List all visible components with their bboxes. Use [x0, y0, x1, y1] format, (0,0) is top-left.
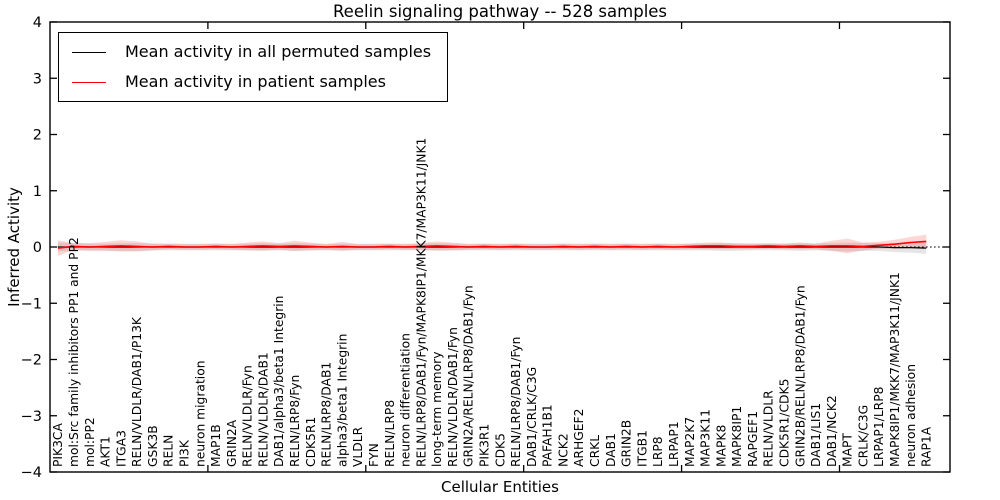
x-tick-label: neuron differentiation	[399, 333, 413, 467]
x-tick-label: PIK3R1	[478, 424, 492, 467]
x-tick-label: NCK2	[557, 433, 571, 467]
x-tick-label: RELN/LRP8/DAB1/Fyn	[509, 337, 523, 467]
x-tick-label: CDK5R1	[304, 417, 318, 467]
x-tick-label: long-term memory	[430, 352, 444, 467]
patient-mean-line	[57, 240, 927, 249]
y-tick-label: −2	[21, 353, 42, 369]
x-tick-label: RELN/VLDLR/DAB1/Fyn	[446, 327, 460, 467]
y-tick-label: −3	[21, 409, 42, 425]
x-tick-label: DAB1	[604, 433, 618, 467]
legend-label-patient: Mean activity in patient samples	[125, 72, 386, 91]
x-tick-label: RELN/VLDLR/DAB1	[257, 352, 271, 467]
x-axis-label: Cellular Entities	[441, 478, 559, 496]
y-tick-label: 1	[33, 184, 42, 200]
legend-label-permuted: Mean activity in all permuted samples	[125, 42, 432, 61]
y-tick-label: 4	[33, 15, 42, 31]
x-tick-label: MAPT	[841, 433, 855, 467]
x-tick-label: GRIN2A/RELN/LRP8/DAB1/Fyn	[462, 285, 476, 467]
x-tick-label: mol:PP2	[83, 417, 97, 467]
x-tick-label: CDK5	[493, 433, 507, 467]
x-tick-label: RAP1A	[920, 426, 934, 467]
x-tick-label: PAFAH1B1	[541, 404, 555, 467]
x-tick-label: ITGA3	[114, 430, 128, 467]
x-tick-label: MAP3K11	[699, 409, 713, 467]
x-tick-label: MAPK8IP1/MKK7/MAP3K11/JNK1	[888, 272, 902, 467]
x-tick-label: RELN/VLDLR	[762, 390, 776, 467]
y-axis-label: Inferred Activity	[5, 187, 23, 307]
x-tick-label: VLDLR	[351, 426, 365, 467]
x-tick-label: RELN/LRP8/DAB1	[320, 362, 334, 467]
y-tick-label: 0	[33, 240, 42, 256]
y-tick-label: 2	[33, 128, 42, 144]
x-tick-label: FYN	[367, 443, 381, 467]
x-tick-label: PI3K	[178, 439, 192, 467]
x-tick-label: mol:Src family inhibitors PP1 and PP2	[67, 237, 81, 467]
chart-title: Reelin signaling pathway -- 528 samples	[332, 2, 668, 21]
x-tick-label: CRLK/C3G	[857, 405, 871, 467]
x-tick-label: LRPAP1/LRP8	[872, 387, 886, 467]
x-tick-label: ITGB1	[635, 430, 649, 467]
x-tick-label: DAB1/CRLK/C3G	[525, 367, 539, 467]
x-tick-label: MAPK8IP1	[730, 406, 744, 467]
x-tick-label: RELN	[162, 435, 176, 467]
x-tick-label: AKT1	[99, 436, 113, 467]
x-tick-label: CRKL	[588, 435, 602, 467]
x-tick-label: MAPK8	[714, 425, 728, 467]
x-tick-label: GRIN2B/RELN/LRP8/DAB1/Fyn	[793, 285, 807, 467]
x-tick-label: RELN/LRP8	[383, 400, 397, 467]
x-tick-label: GRIN2B	[620, 420, 634, 467]
x-tick-label: RELN/LRP8/Fyn	[288, 375, 302, 467]
y-tick-label: −1	[21, 296, 42, 312]
x-tick-label: DAB1/alpha3/beta1 Integrin	[272, 296, 286, 467]
legend-item-permuted: Mean activity in all permuted samples	[72, 42, 431, 62]
x-tick-label: GRIN2A	[225, 419, 239, 467]
x-tick-label: DAB1/LIS1	[809, 403, 823, 467]
y-tick-label: −4	[21, 465, 42, 481]
x-tick-label: alpha3/beta1 Integrin	[335, 334, 349, 467]
x-tick-label: GSK3B	[146, 425, 160, 467]
x-tick-label: LRPAP1	[667, 421, 681, 467]
x-tick-label: MAP1B	[209, 424, 223, 467]
legend: Mean activity in all permuted samples Me…	[58, 32, 449, 102]
x-tick-labels: PIK3CA mol:Src family inhibitors PP1 and …	[51, 138, 933, 467]
legend-line-sample-patient	[72, 81, 106, 83]
x-tick-label: RELN/VLDLR/DAB1/P13K	[130, 316, 144, 467]
x-tick-label: RELN/LRP8/DAB1/Fyn/MAPK8IP1/MKK7/MAP3K11…	[414, 138, 428, 467]
series-lines	[50, 240, 950, 249]
x-tick-label: MAP2K7	[683, 417, 697, 467]
x-tick-label: neuron migration	[193, 360, 207, 467]
x-tick-label: neuron adhesion	[904, 364, 918, 467]
x-tick-label: ARHGEF2	[572, 409, 586, 467]
legend-item-patient: Mean activity in patient samples	[72, 72, 431, 92]
x-tick-label: RAPGEF1	[746, 411, 760, 467]
y-tick-label: 3	[33, 71, 42, 87]
patient-band	[57, 234, 927, 256]
legend-line-sample-permuted	[72, 51, 106, 53]
x-tick-label: DAB1/NCK2	[825, 395, 839, 467]
axes-frame	[49, 21, 951, 473]
x-tick-label: RELN/VLDLR/Fyn	[241, 365, 255, 467]
x-tick-label: LRP8	[651, 436, 665, 467]
y-tick-labels: 4 3 2 1 0 −1 −2 −3 −4	[21, 15, 42, 481]
x-tick-label: CDK5R1/CDK5	[778, 379, 792, 467]
x-tick-label: PIK3CA	[51, 422, 65, 467]
